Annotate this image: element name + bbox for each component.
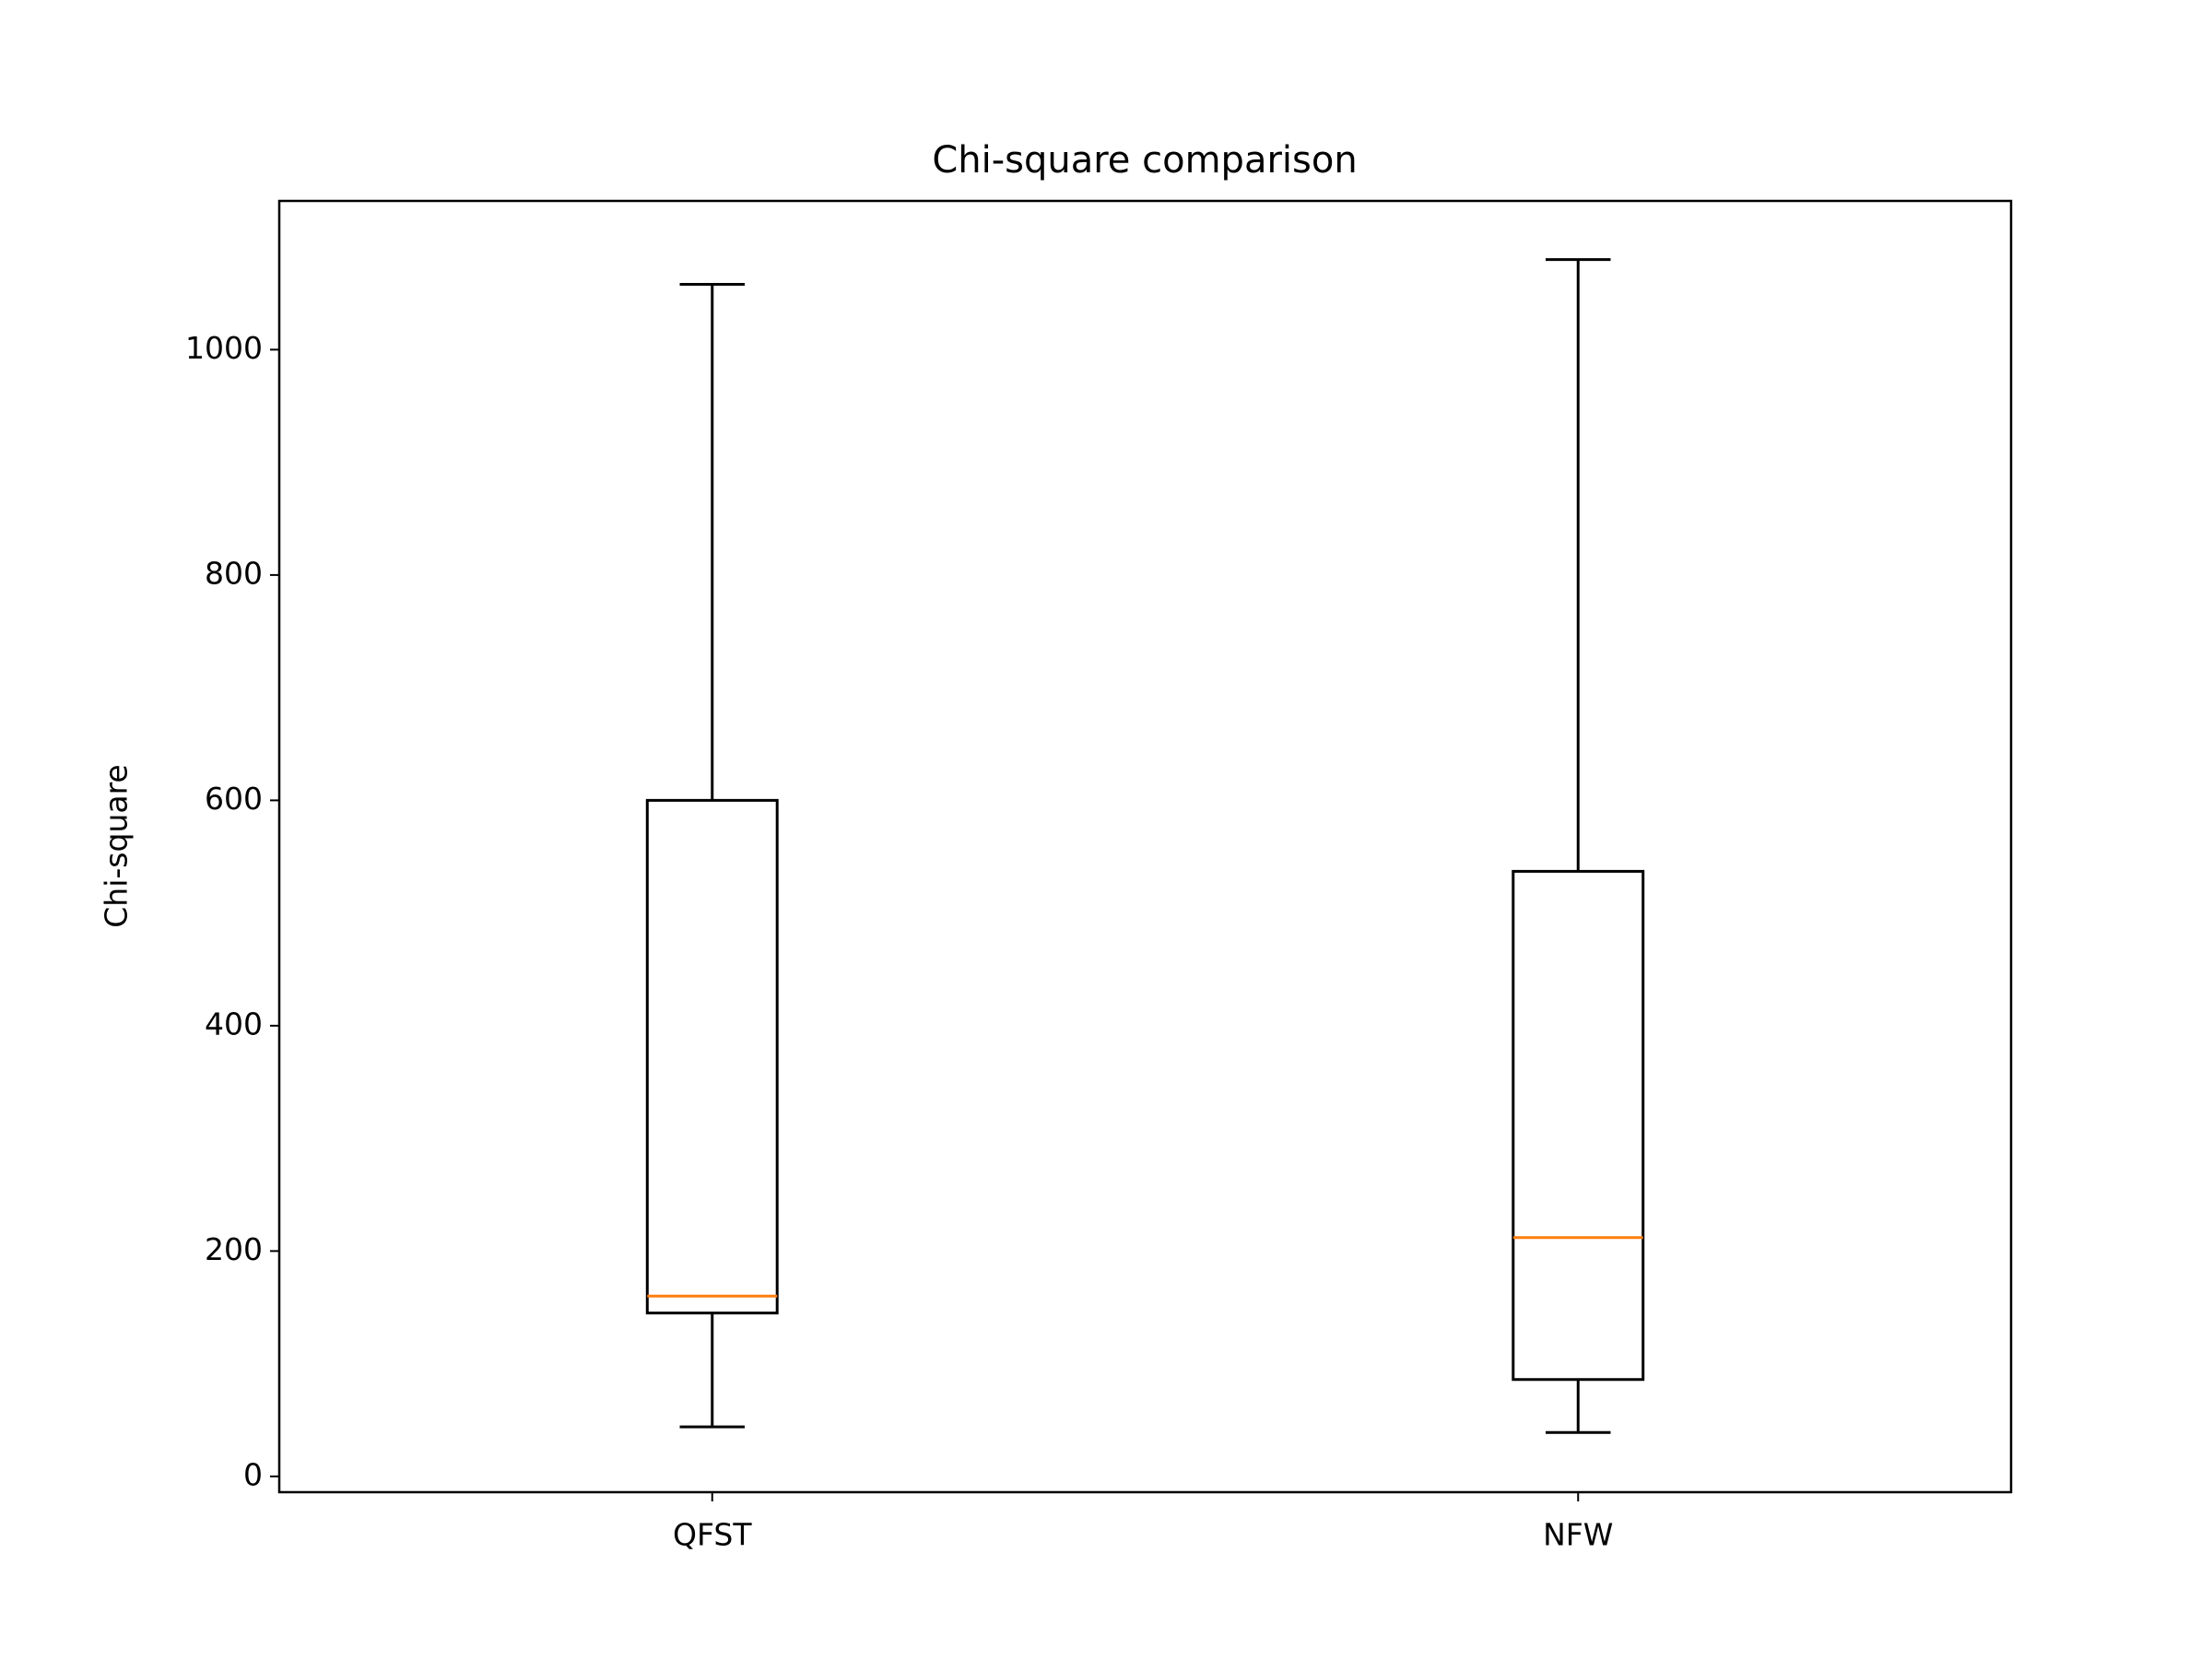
y-tick-label: 200 xyxy=(205,1231,263,1267)
y-tick-label: 800 xyxy=(205,555,263,591)
y-tick-label: 600 xyxy=(205,781,263,817)
x-tick-label: NFW xyxy=(1543,1517,1613,1553)
y-axis-label: Chi-square xyxy=(99,764,135,927)
box xyxy=(645,798,779,1315)
x-tick-label: QFST xyxy=(673,1517,752,1553)
chart-title: Chi-square comparison xyxy=(932,139,1357,182)
y-tick-label: 0 xyxy=(243,1456,263,1492)
plot-frame xyxy=(277,199,2013,1494)
y-tick-label: 1000 xyxy=(185,330,263,366)
box xyxy=(1512,869,1645,1382)
y-tick-label: 400 xyxy=(205,1006,263,1041)
